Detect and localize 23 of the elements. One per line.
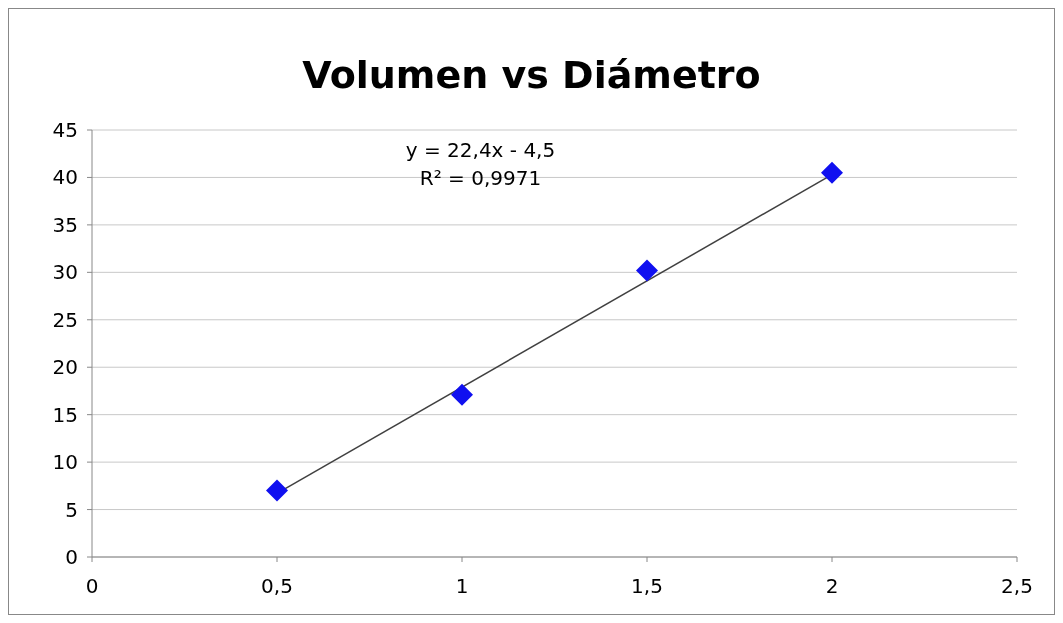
- y-tick-label: 45: [52, 118, 78, 142]
- chart-title: Volumen vs Diámetro: [302, 53, 761, 97]
- point: [266, 479, 288, 502]
- y-tick-label: 15: [52, 402, 78, 427]
- y-tick-label: 0: [65, 545, 78, 569]
- point: [636, 259, 658, 282]
- x-tick-label: 0: [85, 574, 99, 598]
- y-tick-label: 40: [52, 165, 78, 190]
- x-tick-label: 1,5: [631, 574, 663, 598]
- x-tick-label: 0,5: [261, 574, 293, 598]
- annotation: R² = 0,9971: [419, 165, 542, 190]
- x-tick-label: 2,5: [1001, 574, 1033, 598]
- point: [821, 161, 843, 184]
- x-tick-label: 1: [455, 574, 469, 598]
- x-tick-label: 2: [825, 574, 839, 598]
- y-tick-label: 10: [52, 450, 78, 475]
- y-tick-label: 30: [52, 260, 78, 285]
- y-tick-label: 5: [65, 497, 78, 522]
- point: [451, 383, 473, 406]
- annotation: y = 22,4x - 4,5: [405, 137, 556, 162]
- y-tick-label: 20: [52, 355, 78, 380]
- y-tick-label: 35: [52, 212, 78, 237]
- y-tick-label: 25: [52, 307, 78, 332]
